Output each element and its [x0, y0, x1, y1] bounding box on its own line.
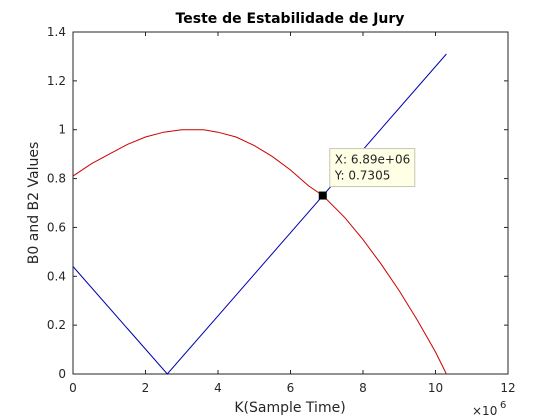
y-tick-label: 1: [58, 123, 66, 137]
datatip-x-text: X: 6.89e+06: [335, 153, 411, 167]
x-tick-label: 4: [214, 381, 222, 395]
x-multiplier-exponent: 6: [500, 400, 506, 411]
datatip-marker[interactable]: [318, 191, 327, 200]
x-axis-label: K(Sample Time): [234, 400, 345, 416]
ticks-layer: 0 2 4 6 8 10 12 0 0.2 0.4 0.6 0.8 1 1.2 1.4: [47, 25, 516, 395]
x-tick-label: 2: [142, 381, 150, 395]
x-tick-label: 10: [428, 381, 443, 395]
y-tick-label: 1.2: [47, 74, 66, 88]
y-tick-label: 0.2: [47, 318, 66, 332]
datatip-box: [329, 148, 416, 188]
x-multiplier-base: ×10: [472, 404, 497, 418]
datatip[interactable]: X: 6.89e+06 Y: 0.7305: [318, 148, 416, 200]
x-multiplier: ×10 6: [472, 400, 506, 418]
y-tick-label: 0.6: [47, 220, 66, 234]
y-tick-label: 0.4: [47, 269, 66, 283]
plot-area: [72, 31, 509, 375]
y-tick-label: 1.4: [47, 25, 66, 39]
y-axis-label: B0 and B2 Values: [26, 142, 42, 264]
x-tick-label: 12: [500, 381, 515, 395]
y-tick-label: 0: [58, 367, 66, 381]
red-series-line: [72, 129, 447, 375]
x-tick-label: 8: [359, 381, 367, 395]
axes-box: [72, 31, 509, 375]
datatip-y-text: Y: 0.7305: [334, 169, 391, 183]
y-tick-label: 0.8: [47, 172, 66, 186]
chart-title: Teste de Estabilidade de Jury: [176, 11, 405, 27]
x-tick-label: 6: [287, 381, 295, 395]
x-tick-label: 0: [69, 381, 77, 395]
